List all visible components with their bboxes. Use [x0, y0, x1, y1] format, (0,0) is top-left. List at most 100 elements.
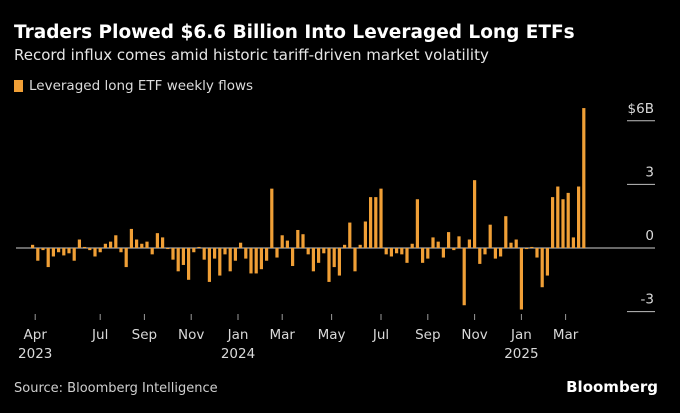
bar: [88, 248, 92, 251]
bar: [176, 248, 180, 272]
x-tick-label: Apr: [24, 327, 48, 343]
bar: [322, 248, 326, 254]
bar: [493, 248, 497, 259]
x-tick-label: May: [318, 327, 346, 343]
bar: [259, 248, 263, 270]
bar: [67, 248, 71, 254]
bar: [124, 248, 128, 268]
bar: [431, 237, 435, 248]
bar: [410, 243, 414, 248]
bar: [36, 248, 40, 261]
bar: [473, 180, 477, 248]
bar: [93, 248, 97, 257]
x-tick-label: Jul: [91, 327, 108, 343]
bar: [478, 248, 482, 264]
bar: [343, 244, 347, 248]
bar: [150, 248, 154, 255]
bar: [62, 248, 66, 256]
x-tick-year-label: 2024: [221, 346, 255, 362]
bar: [327, 248, 331, 282]
bar: [166, 248, 170, 250]
bar: [77, 239, 81, 248]
x-tick-label: Mar: [269, 327, 295, 343]
bar: [291, 248, 295, 267]
bar: [483, 248, 487, 255]
bar: [275, 248, 279, 258]
x-tick-year-label: 2023: [18, 346, 52, 362]
bar: [187, 248, 191, 280]
bar: [301, 234, 305, 248]
bar: [265, 248, 269, 261]
bar: [103, 243, 107, 248]
chart-title: Traders Plowed $6.6 Billion Into Leverag…: [14, 22, 575, 43]
y-tick-label: -3: [641, 292, 654, 308]
bar: [249, 248, 253, 274]
bar: [285, 240, 289, 248]
bar: [426, 248, 430, 259]
bar: [363, 221, 367, 248]
bar: [348, 222, 352, 248]
bar: [109, 241, 113, 248]
bloomberg-logo: Bloomberg: [566, 378, 658, 396]
x-tick-label: Nov: [178, 327, 204, 343]
bar: [51, 248, 55, 257]
legend: Leveraged long ETF weekly flows: [14, 78, 253, 94]
bar: [280, 235, 284, 248]
bar: [452, 248, 456, 251]
bar: [530, 246, 534, 248]
x-tick-year-label: 2025: [504, 346, 538, 362]
bar: [551, 197, 555, 248]
bar: [114, 235, 118, 248]
bar: [223, 248, 227, 255]
bar: [244, 248, 248, 259]
legend-label: Leveraged long ETF weekly flows: [29, 78, 254, 94]
bar: [254, 248, 258, 274]
bar: [561, 199, 565, 248]
bar: [462, 248, 466, 306]
source-note: Source: Bloomberg Intelligence: [14, 381, 218, 396]
bar: [405, 248, 409, 263]
bar: [311, 248, 315, 272]
bar: [197, 246, 201, 248]
bar: [384, 248, 388, 255]
bar: [192, 248, 196, 253]
x-tick-label: Jan: [227, 327, 249, 343]
x-tick-label: Sep: [415, 327, 440, 343]
bar: [540, 248, 544, 288]
bar: [447, 232, 451, 248]
bar: [228, 248, 232, 272]
bar: [119, 248, 123, 253]
bar: [457, 236, 461, 248]
bar: [31, 244, 35, 248]
bar: [207, 248, 211, 282]
legend-swatch: [14, 80, 23, 92]
bar: [566, 192, 570, 248]
y-tick-label: $6B: [628, 101, 654, 117]
bar: [389, 248, 393, 257]
bar: [239, 242, 243, 248]
bar: [161, 237, 165, 248]
x-tick-label: Sep: [132, 327, 157, 343]
bar: [395, 248, 399, 254]
bar: [337, 248, 341, 276]
bar: [369, 197, 373, 248]
bar: [379, 188, 383, 248]
bar: [353, 248, 357, 272]
bar: [72, 248, 76, 261]
bar: [400, 248, 404, 255]
x-tick-label: Jan: [510, 327, 532, 343]
bar: [140, 243, 144, 248]
bar: [233, 248, 237, 261]
bar: [545, 248, 549, 276]
bar: [155, 233, 159, 248]
x-tick-label: Mar: [553, 327, 579, 343]
bar: [129, 228, 133, 248]
y-tick-label: 0: [645, 228, 654, 244]
bar: [98, 248, 102, 253]
bar: [421, 248, 425, 263]
bar: [57, 248, 61, 253]
bar: [41, 248, 45, 251]
bar: [577, 186, 581, 248]
bar: [213, 248, 217, 259]
bar: [509, 242, 513, 248]
